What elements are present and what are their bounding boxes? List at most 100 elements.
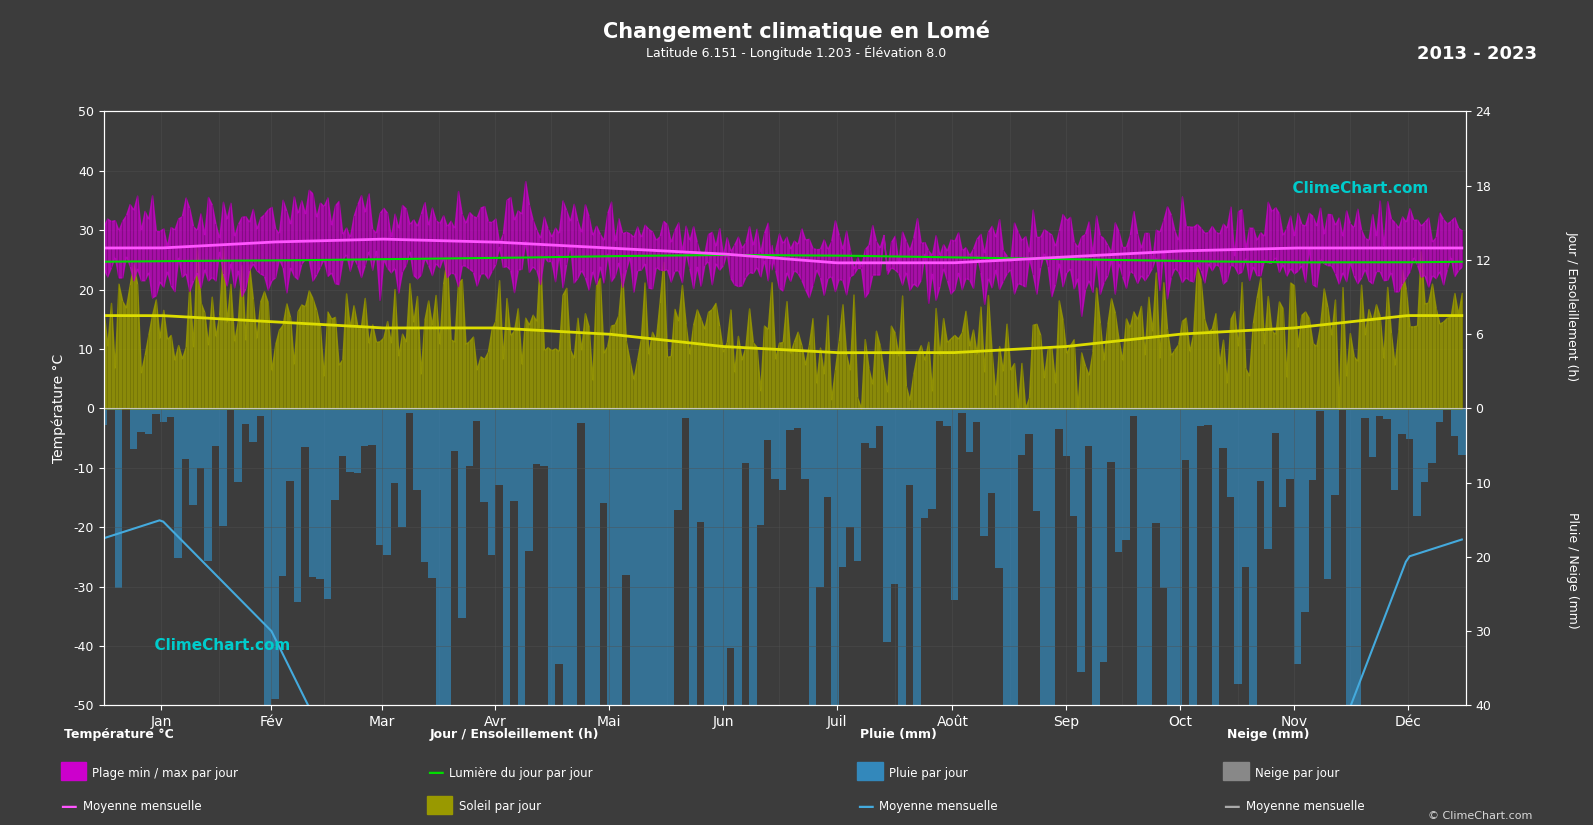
Bar bbox=[1383, 408, 1391, 419]
Bar bbox=[682, 408, 690, 418]
Bar bbox=[1129, 408, 1137, 416]
Bar bbox=[1115, 408, 1121, 552]
Bar bbox=[532, 408, 540, 464]
Bar bbox=[1301, 408, 1309, 612]
Bar bbox=[384, 408, 390, 555]
Bar bbox=[712, 408, 720, 825]
Bar bbox=[287, 408, 293, 481]
Bar bbox=[1332, 408, 1338, 495]
Bar bbox=[406, 408, 413, 412]
Bar bbox=[459, 408, 465, 618]
Bar bbox=[540, 408, 548, 465]
Bar bbox=[1182, 408, 1190, 460]
Bar bbox=[965, 408, 973, 452]
Bar bbox=[190, 408, 198, 505]
Bar bbox=[601, 408, 607, 502]
Bar bbox=[824, 408, 832, 497]
Bar bbox=[1085, 408, 1093, 446]
Bar bbox=[1026, 408, 1032, 434]
Bar bbox=[510, 408, 518, 501]
Bar bbox=[1018, 408, 1026, 455]
Bar bbox=[951, 408, 957, 600]
Bar bbox=[1309, 408, 1316, 479]
Bar bbox=[1174, 408, 1182, 719]
Bar bbox=[943, 408, 951, 426]
Bar bbox=[293, 408, 301, 602]
Bar bbox=[1338, 408, 1346, 410]
Bar bbox=[988, 408, 996, 493]
Bar bbox=[809, 408, 816, 825]
Bar bbox=[398, 408, 406, 527]
Bar bbox=[182, 408, 190, 459]
Bar bbox=[212, 408, 220, 446]
Bar bbox=[585, 408, 593, 825]
Bar bbox=[242, 408, 249, 424]
Bar bbox=[1032, 408, 1040, 512]
Bar bbox=[1324, 408, 1332, 579]
Bar bbox=[487, 408, 495, 555]
Bar bbox=[548, 408, 554, 774]
Bar bbox=[107, 408, 115, 410]
Text: Pluie par jour: Pluie par jour bbox=[889, 766, 967, 780]
Bar bbox=[1196, 408, 1204, 426]
Bar bbox=[898, 408, 906, 818]
Bar bbox=[1235, 408, 1241, 684]
Bar bbox=[674, 408, 682, 510]
Bar bbox=[720, 408, 726, 825]
Bar bbox=[264, 408, 271, 825]
Bar bbox=[115, 408, 123, 588]
Bar bbox=[868, 408, 876, 448]
Bar bbox=[1241, 408, 1249, 567]
Bar bbox=[921, 408, 929, 518]
Bar bbox=[570, 408, 577, 825]
Text: Plage min / max par jour: Plage min / max par jour bbox=[92, 766, 239, 780]
Bar bbox=[562, 408, 570, 825]
Bar bbox=[159, 408, 167, 422]
Bar bbox=[1145, 408, 1152, 825]
Bar bbox=[1227, 408, 1235, 497]
Text: Lumière du jour par jour: Lumière du jour par jour bbox=[449, 766, 593, 780]
Bar bbox=[129, 408, 137, 450]
Bar bbox=[1160, 408, 1168, 588]
Bar bbox=[323, 408, 331, 599]
Text: Latitude 6.151 - Longitude 1.203 - Élévation 8.0: Latitude 6.151 - Longitude 1.203 - Éléva… bbox=[647, 45, 946, 60]
Bar bbox=[660, 408, 667, 767]
Bar bbox=[1360, 408, 1368, 418]
Bar bbox=[1354, 408, 1360, 708]
Bar bbox=[935, 408, 943, 421]
Bar bbox=[1010, 408, 1018, 825]
Bar bbox=[1294, 408, 1301, 663]
Text: —: — bbox=[61, 798, 76, 816]
Bar bbox=[1107, 408, 1115, 461]
Bar bbox=[1407, 408, 1413, 439]
Bar bbox=[256, 408, 264, 417]
Bar bbox=[1451, 408, 1458, 436]
Bar bbox=[421, 408, 429, 562]
Bar bbox=[913, 408, 921, 825]
Bar bbox=[429, 408, 435, 578]
Bar bbox=[704, 408, 712, 802]
Bar bbox=[368, 408, 376, 445]
Bar bbox=[390, 408, 398, 483]
Bar bbox=[793, 408, 801, 428]
Bar bbox=[980, 408, 988, 536]
Bar bbox=[1421, 408, 1429, 482]
Bar bbox=[1168, 408, 1174, 732]
Bar bbox=[234, 408, 242, 482]
Bar bbox=[1287, 408, 1294, 479]
Bar bbox=[846, 408, 854, 527]
Bar bbox=[362, 408, 368, 446]
Bar bbox=[577, 408, 585, 423]
Bar bbox=[198, 408, 204, 468]
Bar bbox=[465, 408, 473, 466]
Bar bbox=[1435, 408, 1443, 422]
Text: Pluie / Neige (mm): Pluie / Neige (mm) bbox=[1566, 512, 1579, 629]
Text: 2013 - 2023: 2013 - 2023 bbox=[1418, 45, 1537, 64]
Bar bbox=[890, 408, 898, 584]
Bar bbox=[1391, 408, 1399, 490]
Bar bbox=[757, 408, 765, 526]
Bar bbox=[1137, 408, 1145, 825]
Bar bbox=[771, 408, 779, 479]
Bar bbox=[816, 408, 824, 587]
Bar bbox=[832, 408, 838, 825]
